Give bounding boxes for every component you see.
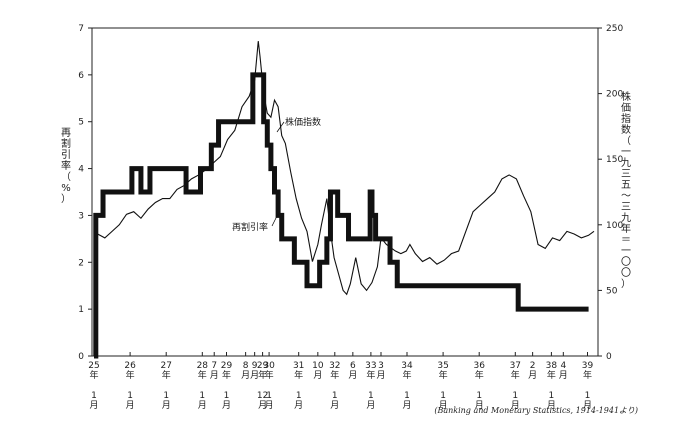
x-tick-label: 36 年 1 月 [473, 361, 485, 411]
right-axis-label: 株価指数（一九三五〜三九年＝一〇〇） [621, 92, 631, 290]
left-tick-label: 2 [78, 258, 84, 268]
right-tick-label: 200 [606, 90, 623, 100]
x-tick-label: 25 年 1 月 [88, 361, 99, 411]
right-tick-label: 250 [606, 24, 623, 34]
left-axis-ticks: 0 1 2 3 4 5 6 7 [78, 24, 92, 362]
left-tick-label: 6 [78, 71, 84, 81]
left-axis-label: 再割引率（%） [61, 128, 71, 205]
x-tick-label: 26 年 1 月 [124, 361, 136, 411]
x-tick-label: 35 年 1 月 [437, 361, 448, 411]
x-tick-label: 38 年 1 月 [546, 361, 558, 411]
series-line-discount-rate [93, 72, 589, 359]
source-note: (Banking and Monetary Statistics, 1914-1… [434, 406, 638, 415]
series-line-stock-index [97, 41, 595, 296]
right-tick-label: 150 [606, 155, 623, 165]
x-tick-label: 30 年 1 月 [263, 361, 275, 411]
x-tick-label: 32 年 1 月 [329, 361, 340, 411]
x-tick-label: 33 年 1 月 [365, 361, 376, 411]
annotation-stock-index: 株価指数 [285, 116, 321, 128]
left-tick-label: 4 [78, 165, 84, 175]
x-tick-label: 10 月 [312, 361, 324, 381]
x-tick-label: 29 年 12 月 [257, 361, 269, 411]
left-tick-label: 3 [78, 211, 84, 221]
plot-frame [91, 27, 599, 357]
right-axis-ticks: 0 50 100 150 200 250 [598, 24, 623, 362]
left-tick-label: 7 [78, 24, 84, 34]
x-tick-label: 31 年 1 月 [293, 361, 304, 411]
left-tick-label: 1 [78, 305, 84, 315]
x-tick-label: 29 年 1 月 [221, 361, 233, 411]
left-tick-label: 5 [78, 118, 84, 128]
right-tick-label: 50 [606, 286, 618, 296]
x-tick-label: 39 年 1 月 [582, 361, 594, 411]
x-tick-label: 28 年 1 月 [197, 361, 209, 411]
right-tick-label: 0 [606, 352, 612, 362]
x-tick-label: 37 年 1 月 [510, 361, 521, 411]
annotation-discount-rate-arrow [271, 213, 279, 227]
x-tick-label: 34 年 1 月 [401, 361, 413, 411]
annotation-discount-rate: 再割引率 [232, 221, 268, 233]
x-tick-label: 27 年 1 月 [160, 361, 171, 411]
annotation-stock-index-arrow [276, 121, 285, 133]
x-axis-ticks: 25 年 1 月 26 年 1 月 27 年 1 月 28 年 1 月7 月29 年 1 月 8 月9 月29 年 12 月30 年… [88, 352, 594, 411]
left-tick-label: 0 [78, 352, 84, 362]
right-tick-label: 100 [606, 221, 623, 231]
